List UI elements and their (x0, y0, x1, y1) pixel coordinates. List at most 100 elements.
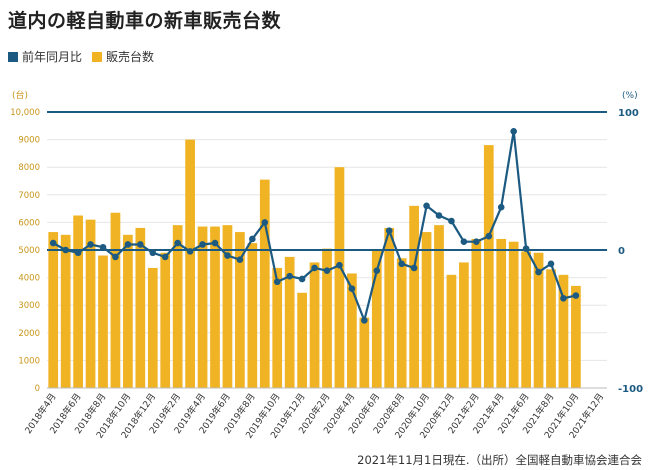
bar (322, 248, 332, 388)
bar (185, 139, 195, 388)
bar (259, 179, 270, 388)
source-note: 2021年11月1日現在.（出所）全国軽自動車協会連合会 (357, 453, 642, 467)
line-point (348, 285, 356, 292)
bar (546, 269, 556, 388)
line-point (87, 241, 94, 248)
line-point (522, 245, 530, 252)
bar (297, 292, 307, 388)
line-point (336, 261, 343, 269)
line-point (473, 238, 480, 246)
line-point (74, 249, 82, 257)
legend-bar-swatch (92, 51, 102, 62)
line-point (448, 217, 455, 225)
bar (73, 215, 83, 388)
line-point (224, 252, 231, 259)
bar (359, 317, 370, 388)
y-right-tick-label: 100 (618, 108, 639, 119)
y-right-tick-label: 0 (618, 246, 625, 257)
y-left-tick-label: 2000 (18, 329, 40, 339)
line-point (161, 253, 169, 261)
bar (235, 232, 245, 388)
bar (571, 285, 581, 388)
line-point (298, 275, 306, 283)
bar (558, 274, 569, 388)
y-left-tick-label: 5000 (18, 246, 40, 256)
bar (98, 255, 108, 388)
bar (521, 251, 531, 388)
line-point (398, 260, 405, 268)
y-left-tick-label: 1000 (18, 356, 40, 366)
line-point (261, 219, 269, 226)
line-point (49, 239, 57, 247)
bar (459, 262, 469, 388)
bar (60, 234, 71, 388)
line-point (311, 264, 318, 272)
y-left-tick-label: 0 (35, 384, 40, 394)
y-left-tick-label: 3000 (18, 301, 40, 311)
bar (508, 241, 519, 388)
bar (160, 252, 171, 388)
line-point (149, 249, 157, 257)
line-point (273, 278, 281, 286)
y-left-axis-label: (台) (12, 89, 28, 101)
line-point (286, 272, 293, 280)
bar (172, 225, 183, 388)
bar (272, 267, 283, 388)
y-left-tick-label: 9000 (18, 136, 40, 146)
line-point (547, 260, 555, 268)
line-point (99, 243, 107, 251)
legend-bar-label: 販売台数 (106, 50, 155, 64)
bar-series (48, 139, 581, 388)
line-point (410, 264, 418, 272)
line-point (535, 268, 542, 276)
bar (147, 267, 158, 388)
line-point (460, 238, 468, 246)
bar (347, 273, 357, 388)
line-point (186, 248, 194, 255)
line-point (423, 202, 430, 210)
line-point (112, 253, 119, 261)
bar (309, 262, 320, 388)
bar (135, 227, 146, 388)
bar (483, 145, 494, 388)
y-left-tick-label: 4000 (18, 274, 40, 284)
line-point (323, 267, 331, 275)
y-left-tick-label: 7000 (18, 191, 40, 201)
line-point (385, 227, 393, 234)
y-right-tick-label: -100 (618, 384, 643, 395)
bar (284, 256, 295, 388)
y-right-axis-label: (%) (622, 91, 638, 101)
line-point (572, 292, 580, 299)
y-left-tick-label: 8000 (18, 163, 40, 173)
line-point (435, 212, 443, 219)
bar (409, 205, 419, 388)
bar (110, 212, 121, 388)
bar (197, 226, 208, 388)
bar (247, 243, 258, 388)
line-point (211, 239, 219, 247)
line-point (236, 256, 244, 263)
line-point (373, 267, 381, 275)
bar (222, 225, 233, 388)
legend-line-swatch (8, 51, 18, 62)
line-point (199, 241, 206, 248)
y-left-tick-label: 6000 (18, 218, 40, 228)
line-point (510, 128, 517, 135)
bar (371, 250, 382, 388)
line-point (137, 241, 144, 248)
line-series (49, 128, 580, 324)
line-point (124, 241, 132, 248)
y-left-tick-label: 10,000 (10, 108, 40, 118)
line-point (62, 246, 69, 254)
legend-line-label: 前年同月比 (22, 50, 83, 64)
line-point (249, 235, 256, 243)
bar (210, 226, 220, 388)
reference-lines (47, 111, 607, 251)
bar (471, 238, 482, 388)
bar (434, 225, 444, 388)
bar (421, 232, 432, 388)
line-point (174, 239, 181, 247)
bar (496, 238, 507, 388)
line-point (497, 203, 505, 211)
